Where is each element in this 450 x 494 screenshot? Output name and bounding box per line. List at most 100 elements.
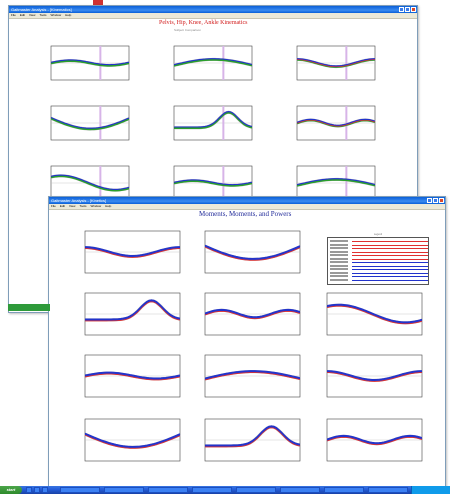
legend-entry (352, 251, 428, 253)
menu-item-tools[interactable]: Tools (39, 13, 47, 17)
back-plot-title: Pelvis, Hip, Knee, Ankle Kinematics (159, 20, 248, 26)
back-window-titlebar[interactable]: Gaitmaster Analysis - [Kinematics] (9, 6, 417, 13)
menu-item-help[interactable]: Help (105, 204, 112, 208)
legend-entry (352, 279, 428, 281)
front-window-titlebar[interactable]: Gaitmaster Analysis - [Kinetics] (49, 197, 445, 204)
menu-item-window[interactable]: Window (90, 204, 102, 208)
toe-off-marker (222, 166, 225, 200)
plot-canvas (326, 354, 423, 398)
legend-label (330, 243, 348, 246)
taskbar-quicklaunch-icon[interactable] (26, 487, 32, 493)
start-button[interactable]: start (0, 486, 22, 494)
menu-item-file[interactable]: File (51, 204, 56, 208)
plot-canvas (173, 105, 253, 141)
plot-canvas (84, 292, 181, 336)
menu-item-tools[interactable]: Tools (79, 204, 87, 208)
taskbar-window-button[interactable] (192, 487, 232, 493)
menu-item-edit[interactable]: Edit (59, 204, 66, 208)
menu-item-file[interactable]: File (11, 13, 16, 17)
series-line (296, 119, 376, 127)
plot-panel (296, 105, 376, 141)
plot-panel (326, 292, 423, 336)
series-line (326, 436, 423, 446)
taskbar-window-button[interactable] (236, 487, 276, 493)
series-line (84, 371, 181, 379)
back-window-menubar: File Edit View Tools Window Help (9, 13, 417, 19)
plot-panel (204, 354, 301, 398)
plot-canvas (296, 165, 376, 201)
toe-off-marker (99, 46, 102, 80)
plot-canvas (296, 45, 376, 81)
legend-label (330, 257, 348, 260)
taskbar: start (0, 486, 450, 494)
series-line (50, 175, 130, 191)
close-icon[interactable] (439, 198, 444, 203)
series-line (327, 371, 422, 382)
legend-label (330, 275, 348, 277)
maximize-icon[interactable] (433, 198, 438, 203)
series-line (326, 304, 423, 324)
plot-panel (296, 45, 376, 81)
taskbar-window-button[interactable] (60, 487, 100, 493)
series-line (84, 432, 181, 448)
plot-panel (173, 105, 253, 141)
plot-canvas (84, 230, 181, 274)
legend-entry (352, 255, 428, 256)
series-line (327, 371, 422, 381)
front-window-menubar: File Edit View Tools Window Help (49, 204, 445, 210)
legend-label (330, 250, 348, 253)
series-line (296, 178, 376, 186)
back-window-status-tab (8, 304, 50, 311)
plot-panel (50, 165, 130, 201)
legend-entry (352, 248, 428, 249)
plot-panel (326, 418, 423, 462)
taskbar-window-button[interactable] (148, 487, 188, 493)
series-line (204, 371, 301, 380)
menu-item-edit[interactable]: Edit (19, 13, 26, 17)
legend-box: Legend (327, 233, 429, 285)
plot-panel (84, 418, 181, 462)
plot-panel (173, 45, 253, 81)
legend-entry (352, 269, 428, 270)
menu-item-view[interactable]: View (29, 13, 36, 17)
series-line (50, 176, 130, 192)
series-line (85, 300, 181, 321)
taskbar-window-button[interactable] (280, 487, 320, 493)
plot-canvas (50, 165, 130, 201)
front-analysis-window[interactable]: Gaitmaster Analysis - [Kinetics] File Edi… (48, 196, 446, 491)
close-icon[interactable] (411, 7, 416, 12)
menu-item-help[interactable]: Help (65, 13, 72, 17)
plot-canvas (326, 418, 423, 462)
maximize-icon[interactable] (405, 7, 410, 12)
window-controls (427, 198, 444, 203)
legend-entry (352, 262, 428, 263)
minimize-icon[interactable] (427, 198, 432, 203)
series-line (173, 180, 253, 187)
taskbar-quicklaunch-icon[interactable] (34, 487, 40, 493)
series-line (204, 245, 301, 260)
series-line (85, 301, 181, 322)
taskbar-quicklaunch-icon[interactable] (42, 487, 48, 493)
series-line (173, 180, 253, 186)
series-line (204, 310, 301, 320)
legend-label (330, 278, 348, 281)
toe-off-marker (345, 46, 348, 80)
legend-entry (352, 244, 428, 246)
minimize-icon[interactable] (399, 7, 404, 12)
taskbar-window-button[interactable] (368, 487, 408, 493)
plot-panel (84, 292, 181, 336)
taskbar-window-button[interactable] (324, 487, 364, 493)
menu-item-window[interactable]: Window (50, 13, 62, 17)
series-line (85, 247, 180, 257)
plot-panel (84, 230, 181, 274)
taskbar-window-button[interactable] (104, 487, 144, 493)
plot-canvas (50, 105, 130, 141)
series-line (84, 373, 181, 381)
legend-label (330, 271, 348, 274)
series-line (204, 370, 301, 379)
series-line (204, 246, 301, 261)
series-line (84, 246, 181, 257)
back-window-title: Gaitmaster Analysis - [Kinematics] (11, 7, 72, 12)
red-icon-tab (93, 0, 103, 8)
menu-item-view[interactable]: View (69, 204, 76, 208)
